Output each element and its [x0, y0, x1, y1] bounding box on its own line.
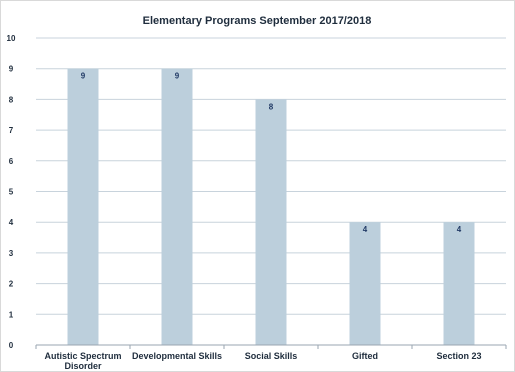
bar [67, 68, 99, 345]
chart-title: Elementary Programs September 2017/2018 [143, 15, 372, 27]
y-tick-label: 7 [9, 126, 14, 135]
bar-value-label: 4 [457, 225, 462, 234]
y-tick-label: 3 [9, 249, 14, 258]
x-category-label: Section 23 [436, 351, 481, 361]
y-tick-label: 4 [9, 218, 14, 227]
y-tick-label: 8 [9, 95, 14, 104]
bar [255, 99, 287, 346]
y-tick-label: 10 [7, 34, 16, 43]
y-tick-label: 6 [9, 157, 14, 166]
x-category-label: Social Skills [245, 351, 298, 361]
y-axis-tick-labels: 0 1 2 3 4 5 6 7 8 9 10 [7, 34, 16, 350]
bar-value-label: 9 [81, 72, 86, 81]
x-category-label: Gifted [352, 351, 378, 361]
bar-value-label: 8 [269, 102, 274, 111]
y-tick-label: 1 [9, 310, 14, 319]
x-category-label: Developmental Skills [132, 351, 222, 361]
bar-value-label: 9 [175, 72, 180, 81]
x-axis [35, 344, 507, 349]
x-axis-category-labels: Autistic Spectrum Disorder Developmental S… [44, 351, 481, 371]
x-category-label: Autistic Spectrum Disorder [44, 351, 121, 371]
y-tick-label: 9 [9, 65, 14, 74]
bar [349, 222, 381, 345]
bar [161, 68, 193, 345]
y-tick-label: 2 [9, 280, 14, 289]
bar [443, 222, 475, 345]
bar-value-labels: 9 9 8 4 4 [81, 72, 462, 235]
y-tick-label: 0 [9, 341, 14, 350]
bar-value-label: 4 [363, 225, 368, 234]
y-tick-label: 5 [9, 188, 14, 197]
bars [67, 68, 475, 346]
